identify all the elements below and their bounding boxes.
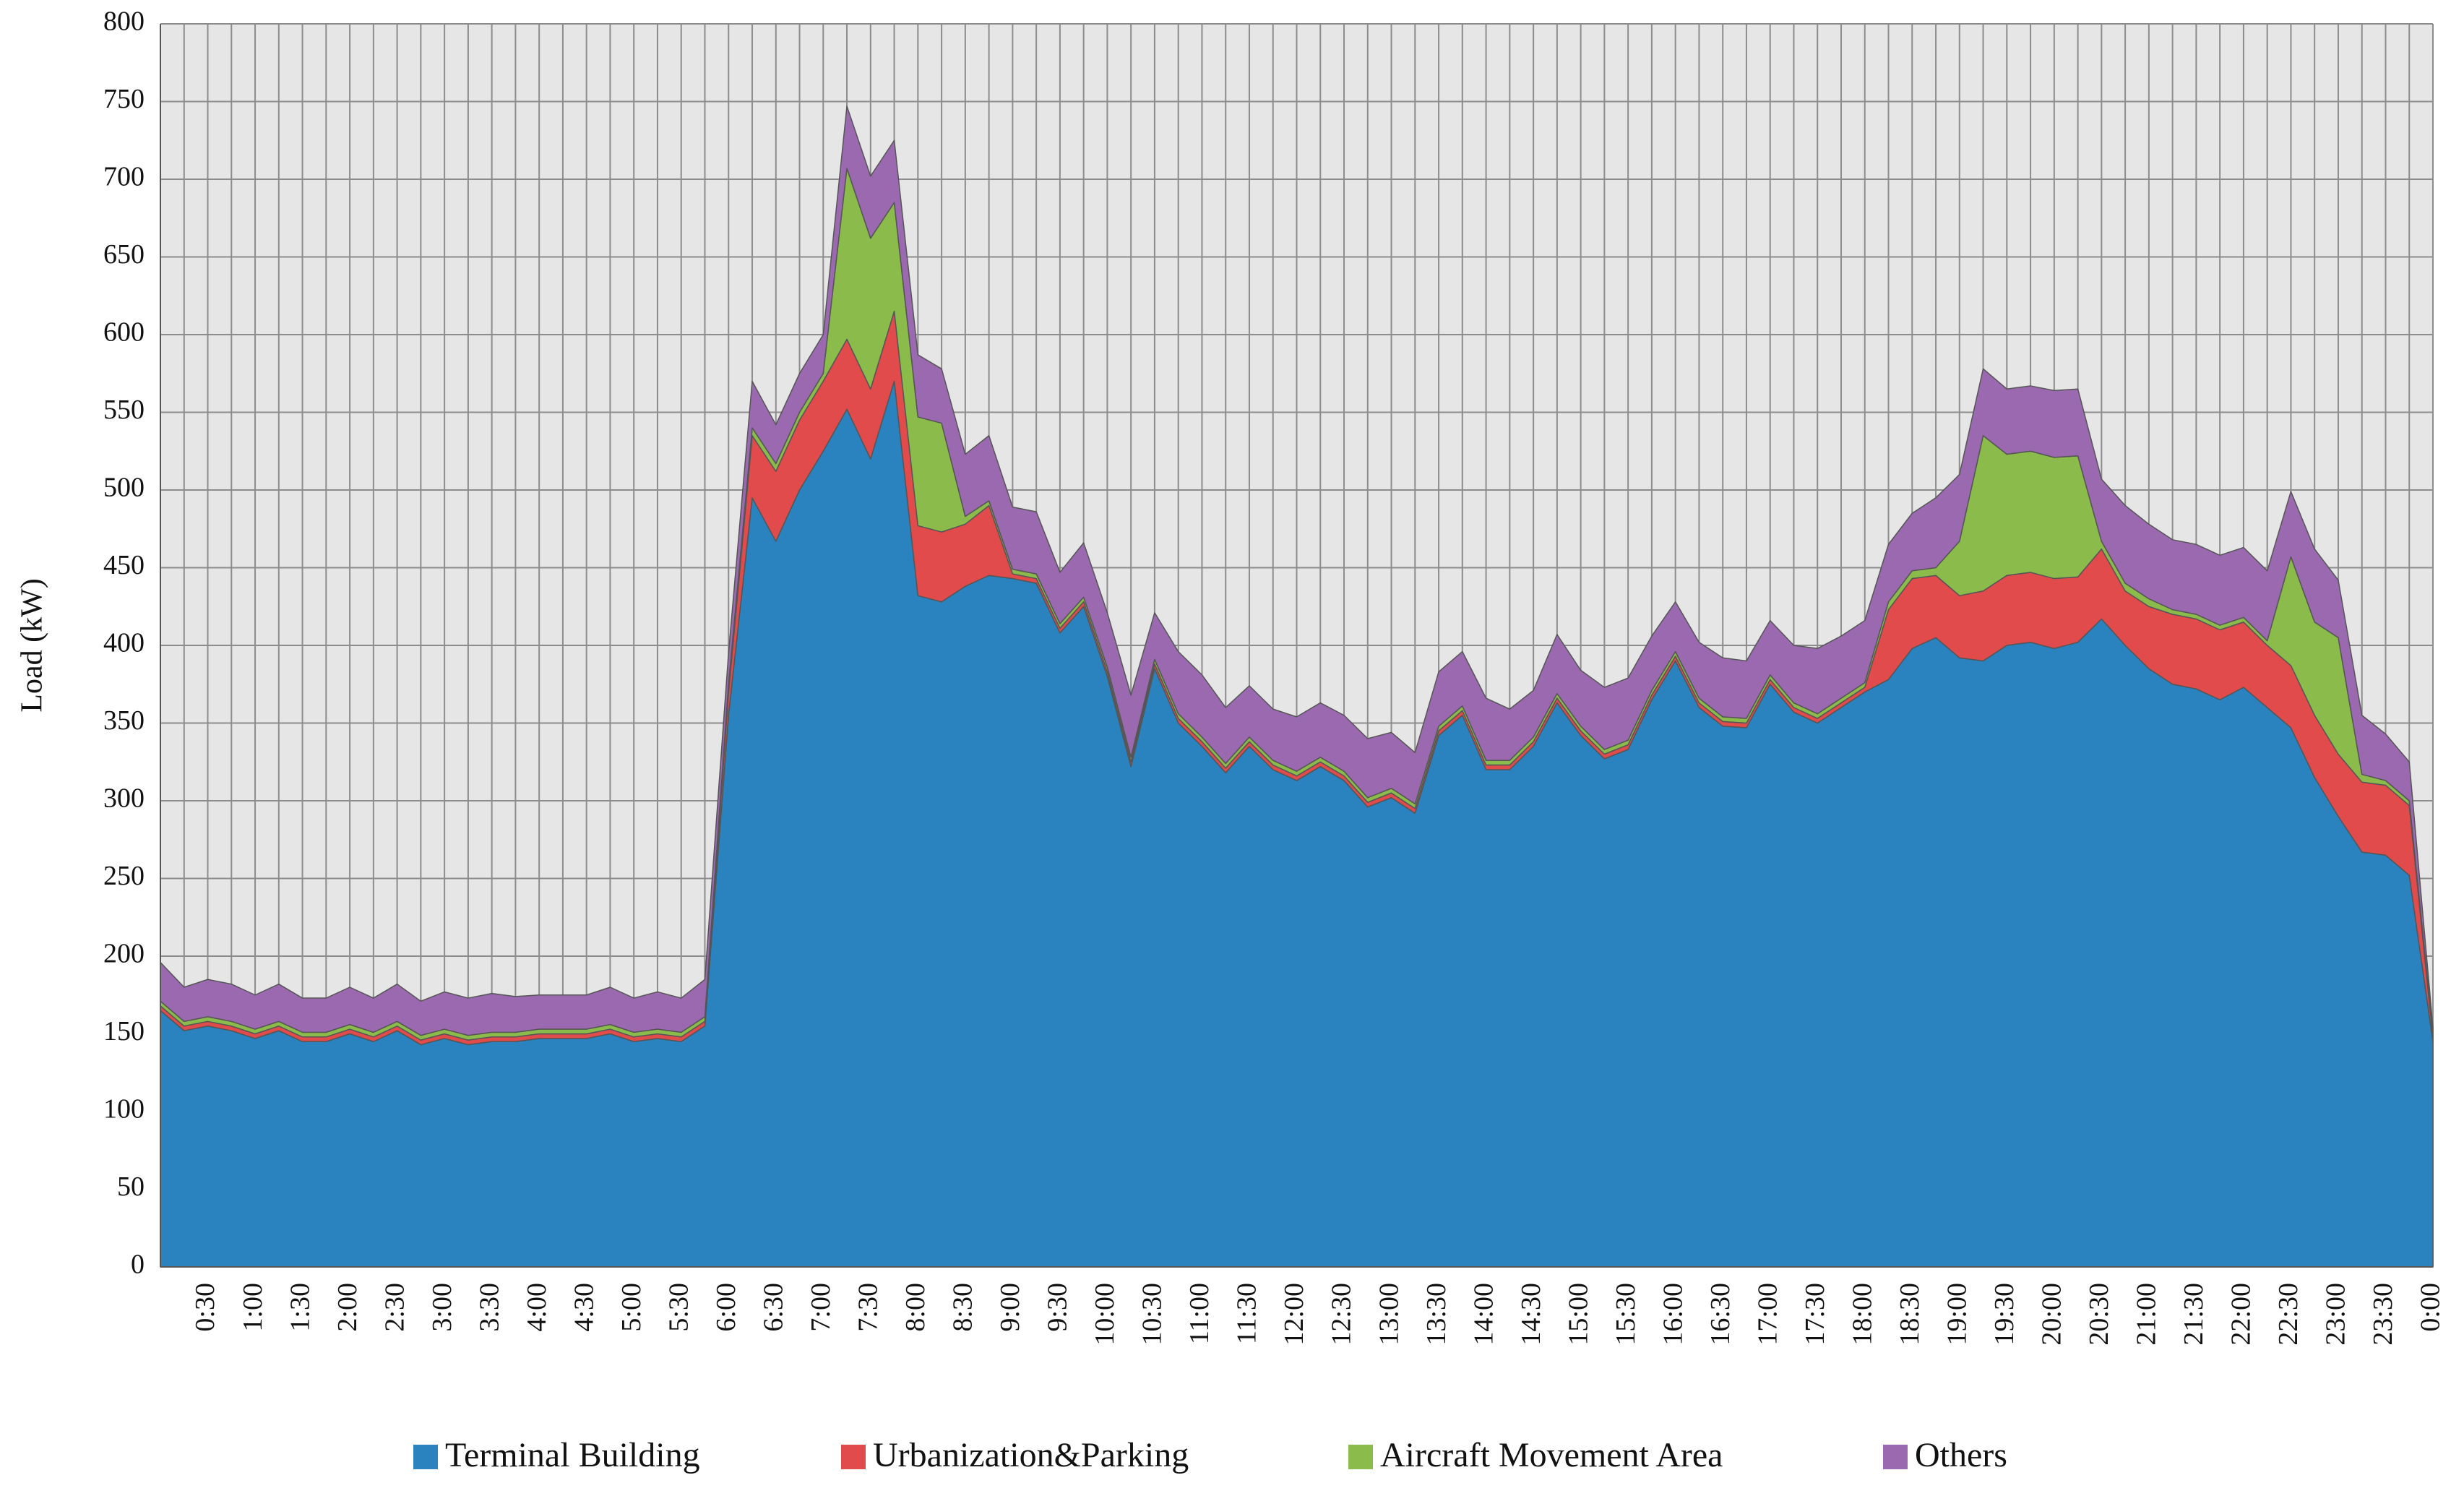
x-tick-label: 10:00 bbox=[1090, 1283, 1120, 1346]
x-tick-label: 3:30 bbox=[474, 1283, 504, 1332]
x-tick-label: 21:00 bbox=[2132, 1283, 2162, 1346]
x-tick-label: 23:30 bbox=[2368, 1283, 2398, 1346]
x-tick-label: 6:30 bbox=[758, 1283, 788, 1332]
x-tick-label: 5:30 bbox=[663, 1283, 694, 1332]
legend-swatch bbox=[841, 1445, 866, 1469]
y-tick-label: 100 bbox=[103, 1094, 145, 1125]
legend-swatch bbox=[1348, 1445, 1373, 1469]
x-tick-label: 11:00 bbox=[1184, 1283, 1215, 1344]
x-tick-label: 12:30 bbox=[1327, 1283, 1357, 1346]
y-tick-label: 650 bbox=[103, 239, 145, 270]
x-tick-label: 13:30 bbox=[1421, 1283, 1452, 1346]
y-tick-label: 200 bbox=[103, 939, 145, 969]
x-tick-label: 19:00 bbox=[1942, 1283, 1973, 1346]
y-tick-label: 750 bbox=[103, 84, 145, 114]
y-tick-label: 500 bbox=[103, 473, 145, 503]
x-tick-label: 2:00 bbox=[332, 1283, 363, 1332]
x-tick-label: 2:30 bbox=[379, 1283, 410, 1332]
x-tick-label: 15:00 bbox=[1563, 1283, 1593, 1346]
legend-swatch bbox=[1883, 1445, 1908, 1469]
x-tick-label: 22:30 bbox=[2273, 1283, 2304, 1346]
x-tick-label: 14:30 bbox=[1516, 1283, 1546, 1346]
y-tick-label: 600 bbox=[103, 317, 145, 348]
y-tick-label: 550 bbox=[103, 395, 145, 425]
x-tick-label: 0:30 bbox=[190, 1283, 220, 1332]
x-tick-label: 17:00 bbox=[1752, 1283, 1783, 1346]
x-tick-label: 13:00 bbox=[1374, 1283, 1404, 1346]
y-tick-label: 350 bbox=[103, 705, 145, 736]
x-tick-label: 21:30 bbox=[2179, 1283, 2209, 1346]
x-tick-label: 14:00 bbox=[1468, 1283, 1499, 1346]
x-tick-label: 11:30 bbox=[1232, 1283, 1262, 1344]
x-tick-label: 0:00 bbox=[2416, 1283, 2446, 1332]
x-tick-label: 17:30 bbox=[1800, 1283, 1830, 1346]
legend-label: Urbanization&Parking bbox=[873, 1436, 1189, 1474]
x-tick-label: 4:30 bbox=[569, 1283, 599, 1332]
x-tick-label: 15:30 bbox=[1611, 1283, 1641, 1346]
x-tick-label: 16:00 bbox=[1658, 1283, 1688, 1346]
y-tick-label: 400 bbox=[103, 628, 145, 658]
x-tick-label: 4:00 bbox=[522, 1283, 552, 1332]
y-tick-label: 0 bbox=[131, 1250, 145, 1280]
x-tick-label: 9:30 bbox=[1043, 1283, 1073, 1332]
y-axis-label: Load (kW) bbox=[16, 578, 49, 712]
x-tick-label: 7:30 bbox=[853, 1283, 884, 1332]
y-tick-label: 700 bbox=[103, 162, 145, 192]
y-tick-label: 450 bbox=[103, 550, 145, 580]
x-tick-label: 6:00 bbox=[711, 1283, 741, 1332]
x-tick-label: 16:30 bbox=[1705, 1283, 1736, 1346]
x-tick-label: 1:30 bbox=[285, 1283, 315, 1332]
x-tick-label: 10:30 bbox=[1137, 1283, 1168, 1346]
x-tick-label: 18:00 bbox=[1847, 1283, 1877, 1346]
x-tick-label: 19:30 bbox=[1989, 1283, 2020, 1346]
x-tick-label: 18:30 bbox=[1895, 1283, 1925, 1346]
y-tick-label: 50 bbox=[117, 1172, 145, 1202]
x-tick-label: 9:00 bbox=[995, 1283, 1025, 1332]
y-tick-label: 150 bbox=[103, 1016, 145, 1046]
x-tick-label: 8:00 bbox=[900, 1283, 931, 1332]
x-tick-label: 20:00 bbox=[2037, 1283, 2067, 1346]
legend-label: Others bbox=[1915, 1436, 2007, 1474]
y-tick-label: 800 bbox=[103, 7, 145, 37]
x-tick-label: 12:00 bbox=[1279, 1283, 1309, 1346]
area bbox=[160, 106, 2434, 1036]
legend-swatch bbox=[413, 1445, 438, 1469]
x-tick-label: 23:00 bbox=[2321, 1283, 2351, 1346]
y-tick-label: 300 bbox=[103, 783, 145, 814]
x-tick-label: 8:30 bbox=[948, 1283, 978, 1332]
x-tick-label: 22:00 bbox=[2226, 1283, 2257, 1346]
x-tick-label: 3:00 bbox=[427, 1283, 457, 1332]
x-tick-label: 7:00 bbox=[806, 1283, 836, 1332]
x-tick-label: 1:00 bbox=[238, 1283, 268, 1332]
x-tick-label: 20:30 bbox=[2084, 1283, 2114, 1346]
legend-label: Terminal Building bbox=[445, 1436, 700, 1474]
y-tick-label: 250 bbox=[103, 861, 145, 891]
legend-label: Aircraft Movement Area bbox=[1380, 1436, 1723, 1474]
x-tick-label: 5:00 bbox=[616, 1283, 647, 1332]
